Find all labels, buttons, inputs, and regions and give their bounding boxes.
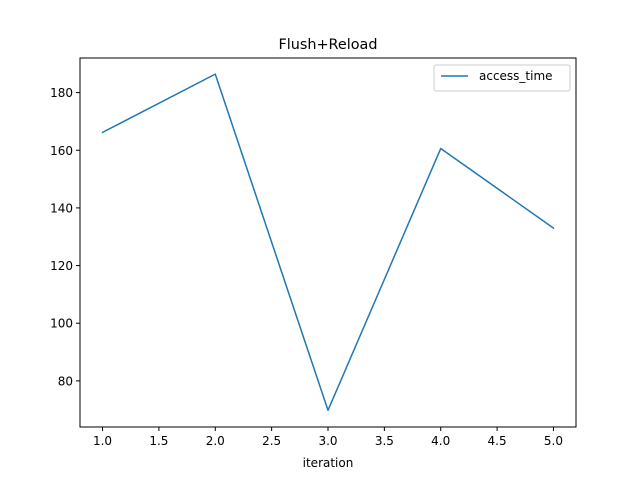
x-tick-label: 5.0 [544, 434, 563, 448]
y-tick-label: 100 [50, 317, 73, 331]
chart-title: Flush+Reload [278, 37, 377, 53]
x-axis-label: iteration [303, 456, 354, 470]
legend: access_time [433, 64, 571, 92]
x-tick-label: 4.0 [431, 434, 450, 448]
legend-label: access_time [479, 69, 553, 83]
x-tick-label: 3.0 [318, 434, 337, 448]
legend-box [433, 64, 571, 92]
x-tick-label: 4.5 [488, 434, 507, 448]
y-tick-label: 80 [58, 374, 73, 388]
series-line [101, 73, 555, 412]
y-tick-label: 120 [50, 259, 73, 273]
x-tick-label: 3.5 [375, 434, 394, 448]
x-tick-label: 1.5 [149, 434, 168, 448]
series-layer [101, 73, 555, 412]
y-tick-label: 180 [50, 86, 73, 100]
x-tick-label: 1.0 [93, 434, 112, 448]
x-tick-label: 2.5 [262, 434, 281, 448]
x-tick-label: 2.0 [206, 434, 225, 448]
y-tick-label: 160 [50, 144, 73, 158]
x-axis: 1.0 1.5 2.0 2.5 3.0 3.5 4.0 4.5 5.0 [93, 427, 563, 448]
y-tick-label: 140 [50, 201, 73, 215]
y-axis: 80 100 120 140 160 180 [50, 86, 80, 388]
